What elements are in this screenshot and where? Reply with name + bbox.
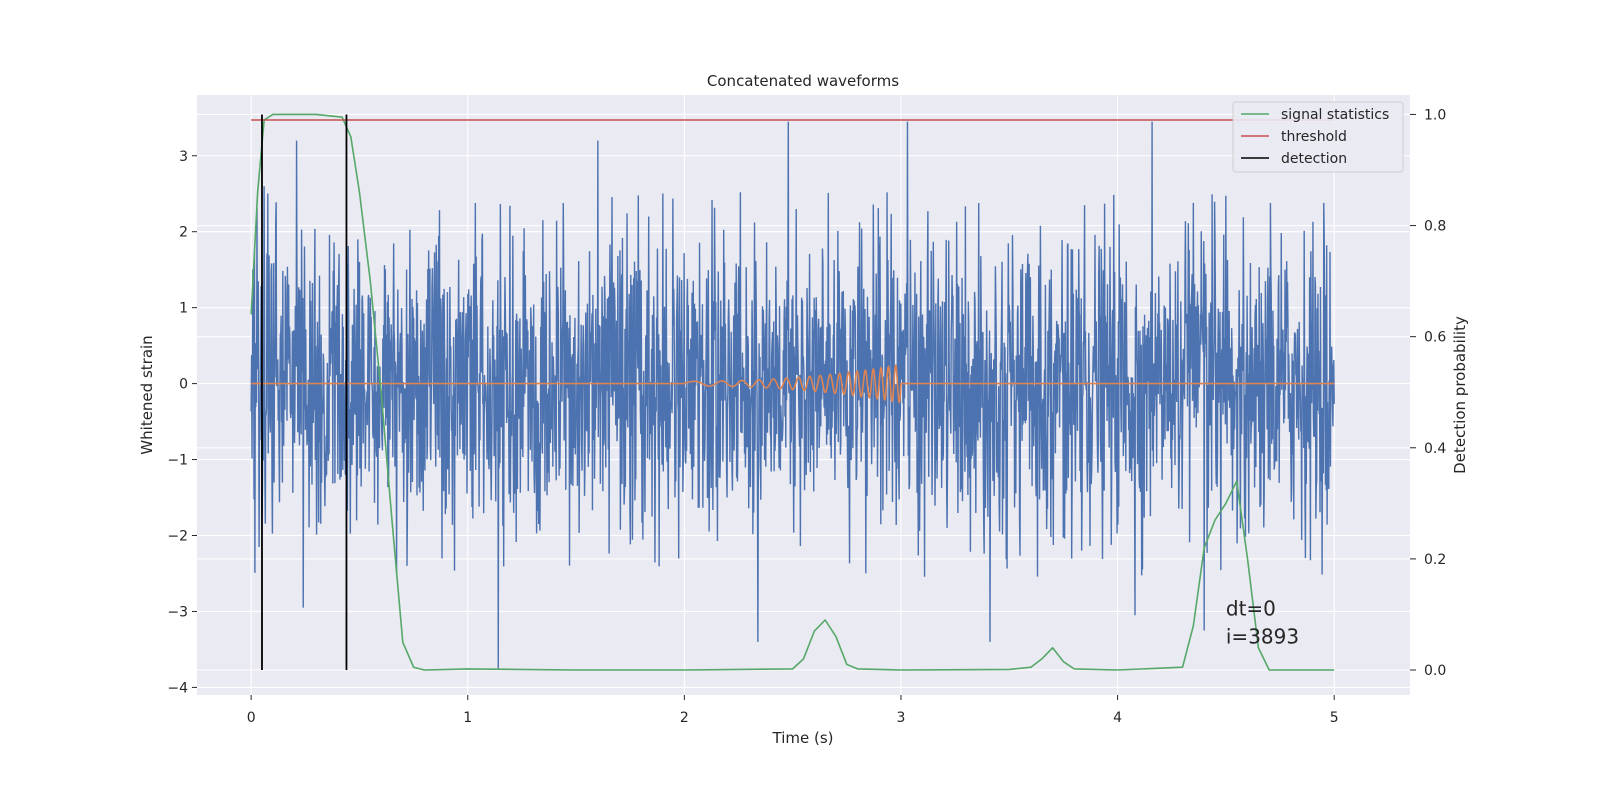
y-tick-label: −1	[167, 453, 188, 469]
x-tick-label: 5	[1330, 710, 1339, 726]
y-tick-label: −4	[167, 680, 188, 696]
x-axis-label: Time (s)	[772, 729, 834, 747]
y2-tick-label: 0.4	[1424, 441, 1446, 457]
y2-tick-label: 0.8	[1424, 219, 1446, 235]
x-tick-label: 3	[897, 710, 906, 726]
x-tick-label: 0	[247, 710, 256, 726]
x-tick-label: 4	[1113, 710, 1122, 726]
y2-tick-label: 0.6	[1424, 330, 1446, 346]
x-tick-label: 2	[680, 710, 689, 726]
legend-label-threshold: threshold	[1281, 129, 1347, 145]
y2-axis-label: Detection probability	[1451, 316, 1469, 474]
y-tick-label: −3	[167, 604, 188, 620]
axes: 0 1 2 3 4 5 −4 −3 −2 −1 0 1 2 3 0.0 0.2 0.4 0.6 0.8 1.0	[167, 107, 1446, 726]
y-axis-label: Whitened strain	[138, 335, 156, 454]
y-tick-label: 2	[179, 225, 188, 241]
legend-label-signal-statistics: signal statistics	[1281, 107, 1389, 123]
y2-tick-label: 1.0	[1424, 107, 1446, 123]
y-tick-label: −2	[167, 529, 188, 545]
y-tick-label: 0	[179, 377, 188, 393]
y-tick-label: 1	[179, 301, 188, 317]
legend-label-detection: detection	[1281, 151, 1347, 167]
chirp-series-line	[251, 363, 1335, 404]
y2-tick-label: 0.0	[1424, 663, 1446, 679]
annotation-index: i=3893	[1226, 624, 1299, 648]
signal-statistics-line	[250, 113, 1335, 671]
chart-title: Concatenated waveforms	[707, 72, 899, 90]
x-tick-label: 1	[463, 710, 472, 726]
noise-series-line	[250, 121, 1335, 669]
annotation-dt: dt=0	[1226, 596, 1276, 620]
legend-box	[1232, 101, 1404, 173]
plot-area	[250, 113, 1335, 671]
legend: signal statistics threshold detection	[1232, 101, 1404, 173]
y-tick-label: 3	[179, 149, 188, 165]
y2-tick-label: 0.2	[1424, 552, 1446, 568]
